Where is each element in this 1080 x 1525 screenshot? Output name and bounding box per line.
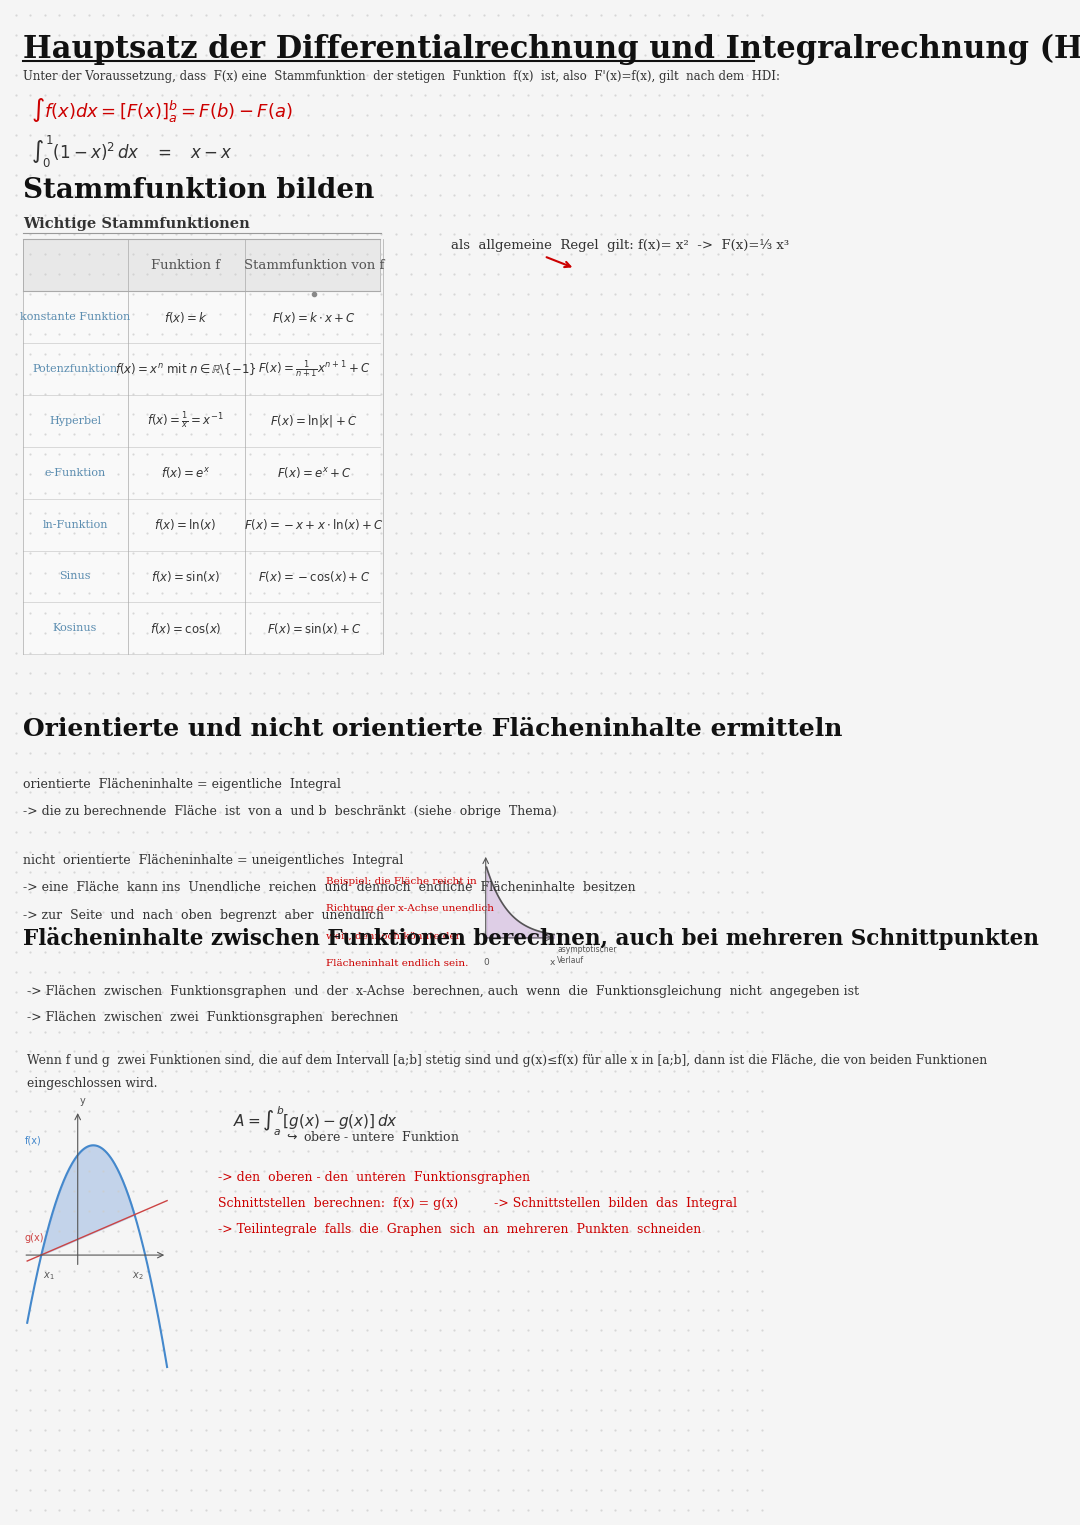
Text: Potenzfunktion: Potenzfunktion	[32, 364, 118, 374]
Text: $x_1$: $x_1$	[43, 1270, 54, 1281]
Text: Hauptsatz der Differentialrechnung und Integralrechnung (HID): Hauptsatz der Differentialrechnung und I…	[24, 34, 1080, 64]
Text: $f(x) = \frac{1}{x} = x^{-1}$: $f(x) = \frac{1}{x} = x^{-1}$	[147, 410, 224, 432]
Text: Stammfunktion bilden: Stammfunktion bilden	[24, 177, 375, 204]
Text: $f(x) = \ln(x)$: $f(x) = \ln(x)$	[154, 517, 217, 532]
Text: y: y	[79, 1095, 85, 1106]
Text: $f(x) = \sin(x)$: $f(x) = \sin(x)$	[151, 569, 220, 584]
Text: Flächeninhalt endlich sein.: Flächeninhalt endlich sein.	[326, 959, 469, 968]
Text: $\hookrightarrow$ obere - untere  Funktion: $\hookrightarrow$ obere - untere Funktio…	[284, 1130, 460, 1144]
FancyBboxPatch shape	[24, 343, 380, 395]
Text: $F(x) = k \cdot x + C$: $F(x) = k \cdot x + C$	[272, 310, 356, 325]
Text: f(x): f(x)	[25, 1135, 42, 1145]
Text: $f(x) = e^x$: $f(x) = e^x$	[161, 465, 211, 480]
Text: Hyperbel: Hyperbel	[49, 416, 102, 425]
Text: -> den  oberen - den  unteren  Funktionsgraphen: -> den oberen - den unteren Funktionsgra…	[217, 1171, 529, 1185]
Text: Funktion f: Funktion f	[151, 259, 220, 271]
Text: $F(x) = \sin(x) + C$: $F(x) = \sin(x) + C$	[267, 621, 362, 636]
Text: Wichtige Stammfunktionen: Wichtige Stammfunktionen	[24, 217, 251, 230]
Text: Beispiel: die Fläche reicht in: Beispiel: die Fläche reicht in	[326, 877, 477, 886]
Text: Orientierte und nicht orientierte Flächeninhalte ermitteln: Orientierte und nicht orientierte Fläche…	[24, 717, 842, 741]
FancyBboxPatch shape	[24, 239, 380, 291]
Text: ln-Funktion: ln-Funktion	[42, 520, 108, 529]
Text: -> Flächen  zwischen  Funktionsgraphen  und  der  x-Achse  berechnen, auch  wenn: -> Flächen zwischen Funktionsgraphen und…	[27, 985, 860, 999]
Text: Sinus: Sinus	[59, 572, 91, 581]
Text: konstante Funktion: konstante Funktion	[19, 313, 130, 322]
Text: -> Flächen  zwischen  zwei  Funktionsgraphen  berechnen: -> Flächen zwischen zwei Funktionsgraphe…	[27, 1011, 399, 1025]
Text: $\int_0^1 (1-x)^2\, dx \quad = \quad x - x$: $\int_0^1 (1-x)^2\, dx \quad = \quad x -…	[31, 134, 233, 171]
Text: $F(x) = -x + x \cdot \ln(x) + C$: $F(x) = -x + x \cdot \ln(x) + C$	[244, 517, 383, 532]
Text: $f(x) = x^n$ mit $n \in \mathbb{R}\backslash\{-1\}$: $f(x) = x^n$ mit $n \in \mathbb{R}\backs…	[114, 361, 257, 377]
Text: -> zur  Seite  und  nach  oben  begrenzt  aber  unendlich: -> zur Seite und nach oben begrenzt aber…	[24, 909, 384, 923]
Text: e-Funktion: e-Funktion	[44, 468, 106, 477]
Text: orientierte  Flächeninhalte = eigentliche  Integral: orientierte Flächeninhalte = eigentliche…	[24, 778, 341, 791]
FancyBboxPatch shape	[24, 499, 380, 551]
Text: Unter der Voraussetzung, dass  F(x) eine  Stammfunktion  der stetigen  Funktion : Unter der Voraussetzung, dass F(x) eine …	[24, 70, 781, 84]
Text: -> die zu berechnende  Fläche  ist  von a  und b  beschränkt  (siehe  obrige  Th: -> die zu berechnende Fläche ist von a u…	[24, 805, 557, 819]
Text: eingeschlossen wird.: eingeschlossen wird.	[27, 1077, 158, 1090]
Text: g(x): g(x)	[25, 1232, 44, 1243]
FancyBboxPatch shape	[24, 447, 380, 499]
Text: Stammfunktion von f: Stammfunktion von f	[244, 259, 384, 271]
Text: $F(x) = -\cos(x) + C$: $F(x) = -\cos(x) + C$	[258, 569, 370, 584]
FancyBboxPatch shape	[24, 602, 380, 654]
FancyBboxPatch shape	[24, 551, 380, 602]
Text: Schnittstellen  berechnen:  f(x) = g(x)         -> Schnittstellen  bilden  das  : Schnittstellen berechnen: f(x) = g(x) ->…	[217, 1197, 737, 1211]
FancyBboxPatch shape	[24, 291, 380, 343]
Text: 0: 0	[484, 958, 489, 967]
Text: nicht  orientierte  Flächeninhalte = uneigentliches  Integral: nicht orientierte Flächeninhalte = uneig…	[24, 854, 404, 868]
Text: Kosinus: Kosinus	[53, 624, 97, 633]
Text: Wenn f und g  zwei Funktionen sind, die auf dem Intervall [a;b] stetig sind und : Wenn f und g zwei Funktionen sind, die a…	[27, 1054, 987, 1067]
Text: $F(x) = \ln|x| + C$: $F(x) = \ln|x| + C$	[270, 413, 357, 429]
Text: $A = \int_a^b [g(x) - g(x)]\, dx$: $A = \int_a^b [g(x) - g(x)]\, dx$	[233, 1104, 399, 1138]
Text: Flächeninhalte zwischen Funktionen berechnen, auch bei mehreren Schnittpunkten: Flächeninhalte zwischen Funktionen berec…	[24, 927, 1039, 950]
Text: als  allgemeine  Regel  gilt: f(x)= x²  ->  F(x)=⅓ x³: als allgemeine Regel gilt: f(x)= x² -> F…	[450, 239, 788, 253]
Text: $f(x) = \cos(x)$: $f(x) = \cos(x)$	[150, 621, 221, 636]
FancyBboxPatch shape	[24, 395, 380, 447]
Text: -> Teilintegrale  falls  die  Graphen  sich  an  mehreren  Punkten  schneiden: -> Teilintegrale falls die Graphen sich …	[217, 1223, 701, 1237]
Text: -> eine  Fläche  kann ins  Unendliche  reichen  und  dennoch  endliche  Flächeni: -> eine Fläche kann ins Unendliche reich…	[24, 881, 636, 895]
Text: $x_2$: $x_2$	[132, 1270, 144, 1281]
Text: $F(x) = \frac{1}{n+1} x^{n+1} + C$: $F(x) = \frac{1}{n+1} x^{n+1} + C$	[258, 358, 370, 380]
Text: $f(x) = k$: $f(x) = k$	[164, 310, 207, 325]
Text: asymptotischer
Verlauf: asymptotischer Verlauf	[557, 946, 617, 965]
Text: Richtung der x-Achse unendlich: Richtung der x-Achse unendlich	[326, 904, 495, 913]
Text: $F(x) = e^x + C$: $F(x) = e^x + C$	[276, 465, 351, 480]
Text: weit, dennoch könnte der: weit, dennoch könnte der	[326, 932, 461, 941]
Text: x: x	[550, 958, 555, 967]
Text: $\int f(x)dx = [F(x)]_a^b = F(b) - F(a)$: $\int f(x)dx = [F(x)]_a^b = F(b) - F(a)$	[31, 96, 293, 124]
